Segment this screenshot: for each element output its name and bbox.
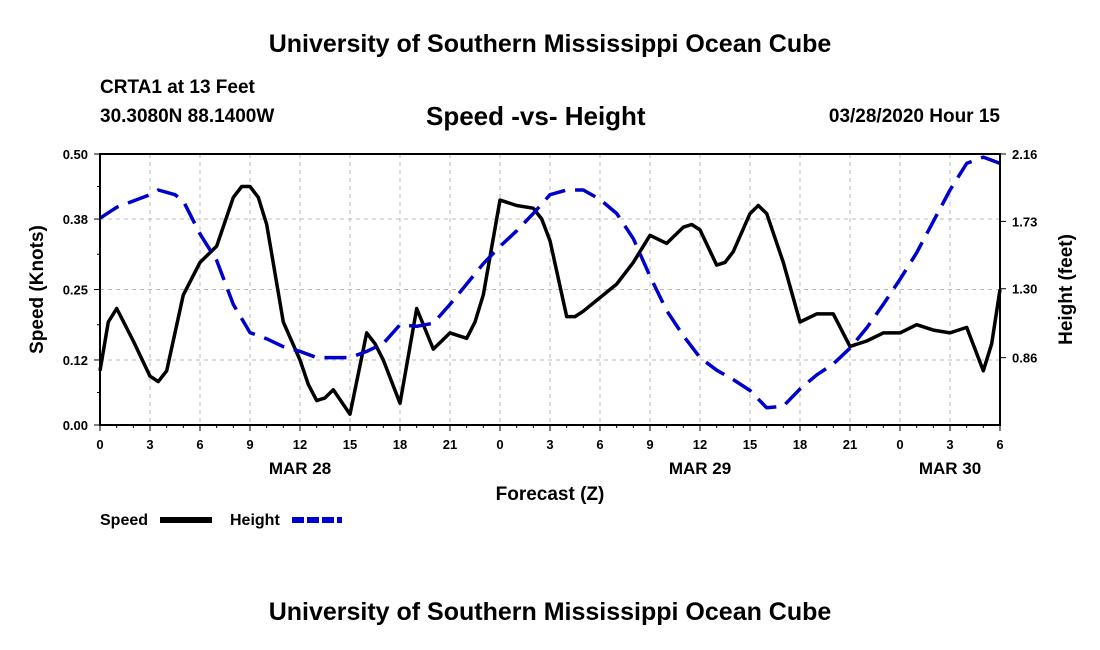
height-series-line: [99, 155, 1001, 410]
x-tick-label: 0: [496, 437, 503, 452]
x-tick-label: 21: [843, 437, 857, 452]
x-tick-label: 3: [546, 437, 553, 452]
legend-speed-label: Speed: [100, 512, 148, 529]
y2-tick-label: 1.30: [1012, 282, 1037, 297]
y-tick-label: 0.38: [63, 212, 88, 227]
grid-layer: [100, 154, 1000, 425]
datetime-label: 03/28/2020 Hour 15: [828, 106, 1000, 127]
series-layer: [98, 155, 1002, 416]
x-tick-label: 3: [146, 437, 153, 452]
x-tick-label: 18: [393, 437, 407, 452]
page-title: University of Southern Mississippi Ocean…: [268, 30, 832, 58]
x-tick-label: 9: [646, 437, 653, 452]
y2-tick-label: 1.73: [1012, 214, 1037, 229]
date-label: MAR 29: [669, 459, 731, 478]
y2-tick-label: 2.16: [1012, 147, 1037, 162]
y2-tick-label: 0.86: [1012, 351, 1037, 366]
y-tick-label: 0.50: [63, 147, 88, 162]
x-axis-label: Forecast (Z): [496, 484, 605, 505]
x-tick-label: 6: [196, 437, 203, 452]
x-tick-label: 3: [946, 437, 953, 452]
y2-axis-label: Height (feet): [1056, 234, 1077, 345]
legend: Speed Height: [100, 512, 342, 529]
date-label: MAR 30: [919, 459, 981, 478]
x-tick-label: 9: [246, 437, 253, 452]
station-label: CRTA1 at 13 Feet: [100, 77, 255, 98]
chart-title: Speed -vs- Height: [426, 101, 646, 131]
y-axis-label: Speed (Knots): [27, 225, 48, 354]
axis-layer: 0 3 6 9 12 15 18 21 0 3 6 9 12 15 18 21 0 3 6 0.00 0.12 0.25 0…: [63, 147, 1038, 478]
x-tick-label: 6: [996, 437, 1003, 452]
y-tick-label: 0.12: [63, 353, 88, 368]
x-tick-label: 18: [793, 437, 807, 452]
x-tick-label: 12: [293, 437, 307, 452]
x-tick-label: 0: [896, 437, 903, 452]
x-tick-label: 12: [693, 437, 707, 452]
footer-title: University of Southern Mississippi Ocean…: [268, 598, 832, 626]
x-tick-label: 15: [343, 437, 357, 452]
y-tick-label: 0.00: [63, 418, 88, 433]
coordinates-label: 30.3080N 88.1400W: [100, 106, 275, 127]
x-tick-label: 21: [443, 437, 457, 452]
speed-series-line: [98, 184, 1002, 416]
x-tick-label: 6: [596, 437, 603, 452]
x-tick-label: 15: [743, 437, 757, 452]
legend-height-label: Height: [230, 512, 280, 529]
x-tick-label: 0: [96, 437, 103, 452]
date-label: MAR 28: [269, 459, 331, 478]
y-tick-label: 0.25: [63, 283, 88, 298]
